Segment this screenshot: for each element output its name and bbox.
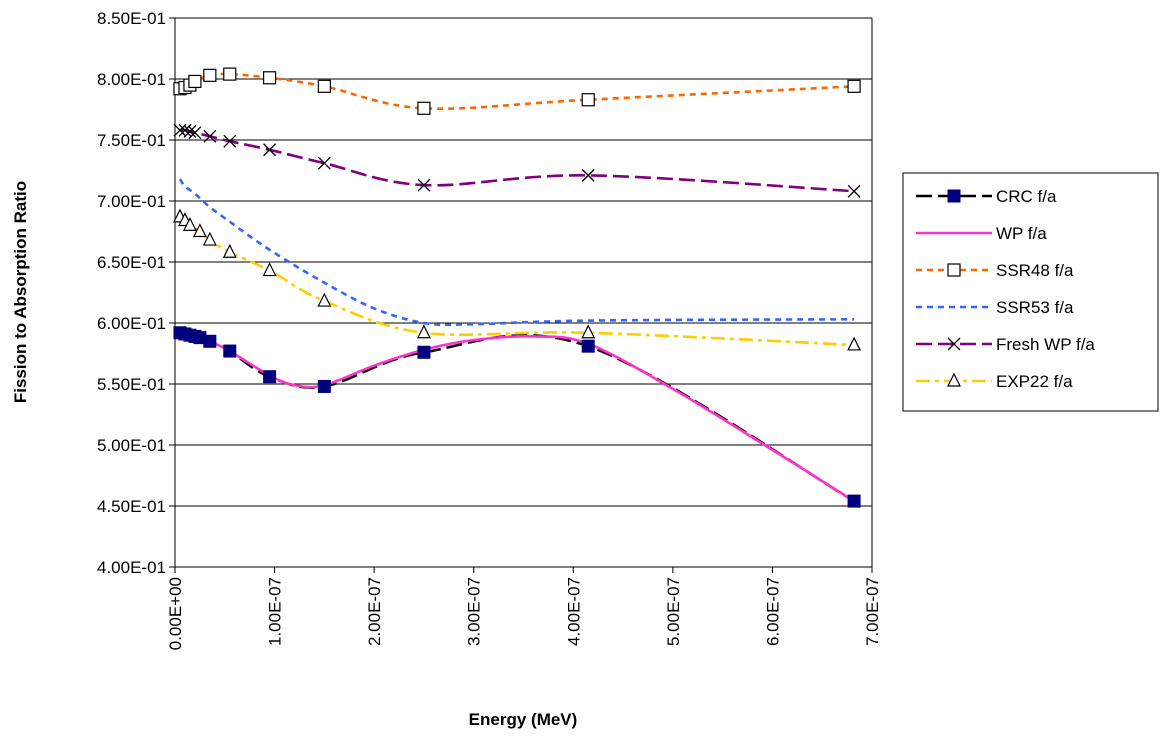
legend-label-1: WP f/a (996, 224, 1047, 243)
y-tick-label: 4.00E-01 (97, 558, 166, 577)
y-tick-label: 5.00E-01 (97, 436, 166, 455)
y-tick-label: 6.50E-01 (97, 253, 166, 272)
y-tick-label: 8.00E-01 (97, 70, 166, 89)
data-point (317, 79, 331, 93)
data-point (262, 71, 277, 85)
data-point (847, 79, 861, 93)
legend-marker-2 (947, 263, 961, 277)
data-point (223, 134, 237, 148)
series-markers (173, 67, 862, 508)
x-tick-label: 7.00E-07 (863, 577, 882, 646)
data-point (223, 344, 237, 358)
data-point (317, 379, 331, 393)
data-point (581, 168, 595, 182)
legend-box (902, 172, 1159, 412)
data-point (317, 156, 331, 170)
x-tick-label: 3.00E-07 (465, 577, 484, 646)
data-point (223, 67, 237, 81)
y-tick-label: 7.00E-01 (97, 192, 166, 211)
data-point (203, 334, 217, 348)
legend-label-5: EXP22 f/a (996, 372, 1073, 391)
y-tick-label: 7.50E-01 (97, 131, 166, 150)
data-point (263, 143, 277, 157)
data-point (183, 125, 197, 138)
data-point (182, 217, 197, 231)
data-point (417, 178, 431, 192)
data-point (203, 68, 217, 82)
series-line-1 (179, 331, 855, 503)
axes (169, 17, 873, 573)
data-point (203, 129, 217, 143)
y-axis-title: Fission to Absorption Ratio (11, 181, 30, 403)
data-point (417, 101, 431, 115)
data-point (416, 324, 431, 339)
data-point (847, 184, 861, 198)
y-tick-label: 8.50E-01 (97, 9, 166, 28)
legend-label-3: SSR53 f/a (996, 298, 1074, 317)
legend: CRC f/a WP f/a SSR48 f/a SSR53 f/a Fresh WP … (902, 172, 1159, 412)
series-line-3 (178, 178, 855, 327)
data-point (581, 324, 596, 339)
x-tick-label: 6.00E-07 (763, 577, 782, 646)
y-tick-labels: 4.00E-01 4.50E-01 5.00E-01 5.50E-01 6.00E-01… (97, 9, 166, 577)
data-point (581, 339, 595, 353)
legend-label-2: SSR48 f/a (996, 261, 1074, 280)
data-point (847, 494, 861, 508)
data-point (263, 370, 277, 384)
legend-marker-5 (947, 372, 961, 387)
y-tick-label: 5.50E-01 (97, 375, 166, 394)
data-point (178, 123, 192, 137)
x-axis-title: Energy (MeV) (469, 710, 578, 729)
legend-label-0: CRC f/a (996, 187, 1057, 206)
legend-marker-4 (947, 337, 961, 351)
x-tick-label: 1.00E-07 (266, 577, 285, 646)
data-point (188, 126, 202, 140)
data-point (847, 336, 862, 351)
x-tick-label: 0.00E+00 (166, 577, 185, 650)
data-point (262, 262, 277, 277)
legend-marker-0 (947, 189, 961, 203)
data-point (222, 243, 237, 258)
x-tick-label: 4.00E-07 (564, 577, 583, 646)
data-point (317, 292, 332, 307)
x-tick-label: 2.00E-07 (365, 577, 384, 646)
x-tick-label: 5.00E-07 (664, 577, 683, 646)
data-point (192, 223, 207, 238)
data-point (202, 231, 217, 246)
legend-label-4: Fresh WP f/a (996, 335, 1095, 354)
plot-area (175, 18, 872, 567)
y-tick-label: 6.00E-01 (97, 314, 166, 333)
data-point (417, 345, 431, 359)
x-tick-labels: 0.00E+00 1.00E-07 2.00E-07 3.00E-07 4.00E-07… (166, 577, 882, 650)
data-point (581, 93, 595, 107)
y-tick-label: 4.50E-01 (97, 497, 166, 516)
data-point (188, 74, 202, 89)
